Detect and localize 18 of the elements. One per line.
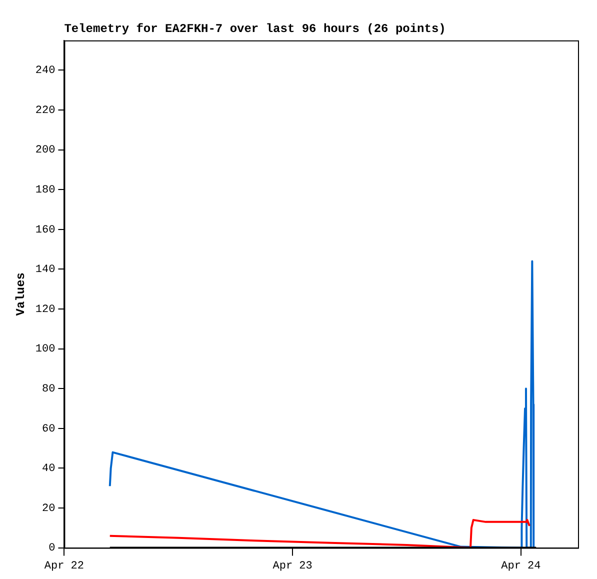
y-tick-label: 140 — [35, 264, 56, 276]
x-tick-label: Apr 23 — [272, 560, 312, 572]
x-tick-label: Apr 24 — [501, 560, 542, 572]
x-tick-label: Apr 22 — [44, 560, 84, 572]
y-tick-label: 20 — [42, 502, 56, 515]
y-tick-label: 240 — [35, 65, 56, 78]
y-tick-label: 120 — [35, 304, 56, 316]
y-tick-label: 0 — [48, 542, 56, 555]
y-tick-label: 60 — [42, 423, 56, 436]
y-tick-label: 80 — [42, 384, 56, 396]
y-tick-label: 200 — [35, 144, 56, 157]
y-axis-title: Values — [14, 272, 28, 316]
y-tick-label: 220 — [35, 104, 56, 117]
y-tick-label: 40 — [42, 463, 56, 476]
chart-title: Telemetry for EA2FKH-7 over last 96 hours (26 points) — [64, 22, 446, 36]
y-tick-label: 180 — [35, 184, 56, 197]
y-tick-label: 100 — [35, 344, 56, 356]
y-tick-label: 160 — [35, 224, 56, 236]
